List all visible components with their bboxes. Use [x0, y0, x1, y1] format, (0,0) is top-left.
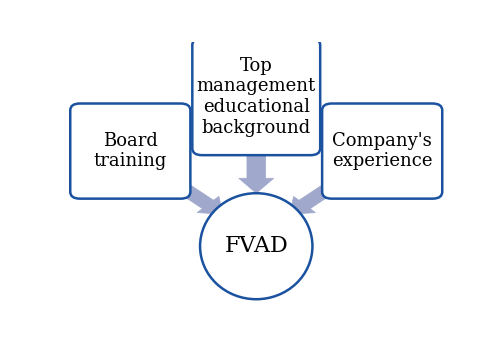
Text: Company's
experience: Company's experience	[332, 132, 432, 170]
Text: FVAD: FVAD	[224, 235, 288, 257]
Polygon shape	[290, 182, 338, 214]
FancyBboxPatch shape	[322, 103, 442, 199]
Ellipse shape	[200, 193, 312, 299]
FancyBboxPatch shape	[192, 38, 320, 155]
Polygon shape	[239, 148, 274, 193]
Text: Top
management
educational
background: Top management educational background	[196, 56, 316, 137]
Text: Board
training: Board training	[94, 132, 167, 170]
Polygon shape	[175, 182, 222, 214]
FancyBboxPatch shape	[70, 103, 190, 199]
